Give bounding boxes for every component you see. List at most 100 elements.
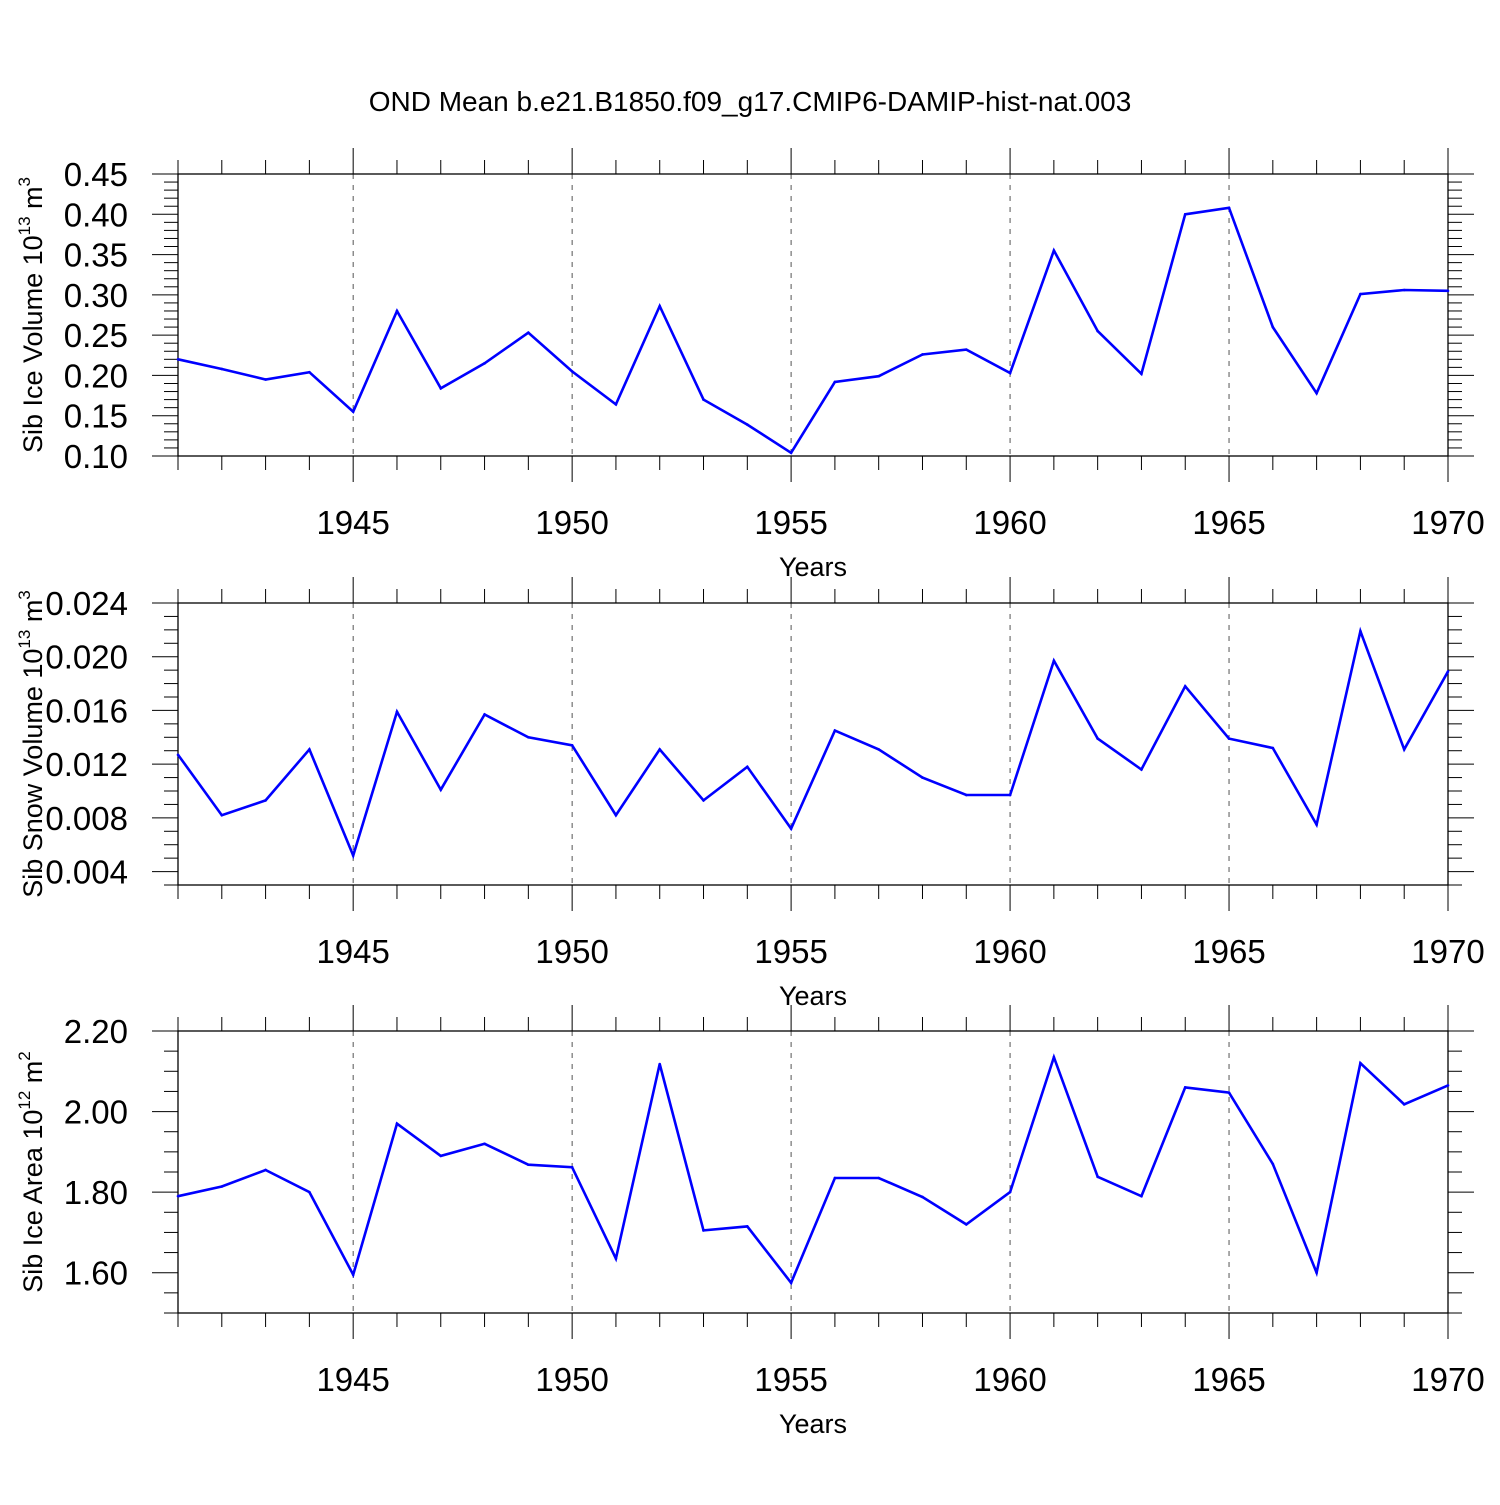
- data-point-ice-volume-1955: [789, 451, 793, 455]
- y-tick-label-0.45: 0.45: [64, 156, 128, 193]
- panel-ice-volume: 1945 1950 1955 1960 1965 1970 Years 0.100.15 0.2…: [15, 148, 1485, 582]
- data-point-ice-volume-1965: [1227, 206, 1231, 210]
- data-point-snow-volume-1956: [833, 729, 837, 732]
- data-point-snow-volume-1955: [789, 827, 793, 830]
- data-point-ice-volume-1958: [921, 353, 924, 356]
- x-tick-label-1955: 1955: [754, 504, 827, 541]
- y-tick-label-0.20: 0.20: [64, 357, 128, 394]
- data-point-ice-area-1957: [877, 1176, 880, 1180]
- panel-ice-area: 1945 1950 1955 1960 1965 1970 Years 1.60 1.80 2.0…: [15, 1005, 1485, 1439]
- data-point-snow-volume-1946: [395, 710, 399, 714]
- data-point-ice-volume-1969: [1402, 288, 1406, 292]
- data-point-ice-area-1965: [1227, 1091, 1231, 1094]
- data-point-ice-area-1952: [658, 1062, 662, 1066]
- data-point-snow-volume-1966: [1271, 746, 1275, 750]
- data-point-ice-area-1968: [1359, 1061, 1362, 1065]
- figure-title: OND Mean b.e21.B1850.f09_g17.CMIP6-DAMIP…: [369, 86, 1132, 117]
- data-point-ice-volume-1957: [877, 374, 880, 378]
- data-point-ice-area-1960: [1008, 1190, 1012, 1194]
- y-tick-label-0.024: 0.024: [45, 585, 128, 622]
- y-axis-label: Sib Ice Area 1012 m2: [15, 1051, 48, 1293]
- y-tick-label-1.60: 1.60: [64, 1255, 128, 1292]
- data-point-ice-volume-1952: [658, 304, 662, 308]
- data-point-snow-volume-1963: [1140, 768, 1143, 771]
- data-point-ice-area-1955: [789, 1281, 793, 1285]
- y-tick-label-0.004: 0.004: [45, 854, 128, 891]
- data-point-ice-volume-1961: [1052, 249, 1056, 252]
- x-tick-label-1950: 1950: [535, 504, 608, 541]
- x-tick-label-1965: 1965: [1192, 933, 1265, 970]
- data-point-snow-volume-1968: [1359, 629, 1362, 633]
- data-point-ice-volume-1963: [1140, 372, 1143, 376]
- y-axis-label: Sib Snow Volume 1013 m3: [15, 590, 48, 898]
- data-point-snow-volume-1957: [877, 748, 880, 751]
- data-point-ice-area-1970: [1446, 1084, 1450, 1087]
- data-point-ice-area-1958: [921, 1195, 924, 1199]
- series-line-ice-area: [177, 1053, 1449, 1286]
- data-point-snow-volume-1965: [1227, 737, 1231, 740]
- data-point-ice-volume-1966: [1271, 325, 1275, 329]
- data-point-ice-volume-1951: [614, 403, 618, 406]
- data-point-ice-volume-1960: [1008, 371, 1012, 375]
- data-point-ice-area-1946: [395, 1122, 399, 1125]
- plot-frame: [177, 173, 1449, 457]
- data-point-snow-volume-1961: [1052, 659, 1056, 663]
- x-tick-label-1950: 1950: [535, 933, 608, 970]
- data-point-ice-area-1966: [1271, 1162, 1275, 1166]
- data-point-ice-volume-1942: [220, 367, 224, 371]
- x-tick-label-1970: 1970: [1411, 1361, 1484, 1398]
- data-point-snow-volume-1960: [1008, 793, 1012, 797]
- data-point-ice-volume-1948: [483, 362, 486, 365]
- data-point-ice-volume-1959: [964, 348, 968, 351]
- data-point-ice-volume-1944: [308, 370, 311, 374]
- x-tick-label-1945: 1945: [316, 504, 389, 541]
- data-point-ice-area-1961: [1052, 1055, 1056, 1059]
- data-point-ice-area-1944: [308, 1190, 311, 1194]
- x-tick-label-1960: 1960: [973, 933, 1046, 970]
- series-line-snow-volume: [176, 626, 1450, 860]
- data-point-snow-volume-1953: [702, 799, 705, 802]
- y-tick-label-0.008: 0.008: [45, 800, 128, 837]
- data-point-snow-volume-1942: [220, 813, 224, 817]
- x-axis-label: Years: [779, 1409, 847, 1439]
- x-axis-label: Years: [779, 981, 847, 1011]
- x-tick-label-1955: 1955: [754, 1361, 827, 1398]
- data-point-ice-area-1967: [1315, 1271, 1318, 1275]
- data-point-ice-area-1949: [527, 1163, 530, 1167]
- data-point-ice-area-1945: [351, 1273, 355, 1277]
- data-point-ice-area-1963: [1140, 1194, 1143, 1198]
- data-point-ice-volume-1950: [570, 370, 574, 373]
- data-point-ice-area-1947: [439, 1154, 443, 1158]
- data-point-snow-volume-1952: [658, 748, 662, 751]
- x-tick-label-1970: 1970: [1411, 504, 1484, 541]
- data-point-ice-area-1953: [702, 1229, 705, 1232]
- x-tick-label-1960: 1960: [973, 1361, 1046, 1398]
- data-point-ice-volume-1941: [176, 358, 180, 361]
- data-point-snow-volume-1969: [1402, 748, 1406, 751]
- data-point-ice-area-1956: [833, 1176, 837, 1180]
- y-tick-label-0.30: 0.30: [64, 277, 128, 314]
- data-point-ice-volume-1945: [351, 410, 355, 413]
- data-point-ice-area-1941: [176, 1194, 180, 1198]
- data-point-ice-area-1954: [746, 1225, 749, 1228]
- data-point-snow-volume-1950: [570, 744, 574, 747]
- x-tick-label-1965: 1965: [1192, 1361, 1265, 1398]
- data-point-snow-volume-1954: [746, 765, 749, 769]
- data-point-ice-volume-1947: [439, 387, 443, 390]
- y-tick-label-0.15: 0.15: [64, 398, 128, 435]
- data-point-ice-volume-1943: [264, 378, 267, 381]
- data-point-snow-volume-1949: [527, 735, 530, 739]
- data-point-snow-volume-1959: [964, 793, 968, 797]
- data-point-ice-volume-1962: [1096, 329, 1099, 333]
- x-tick-label-1970: 1970: [1411, 933, 1484, 970]
- data-point-ice-volume-1956: [833, 380, 837, 384]
- data-point-ice-area-1948: [483, 1142, 486, 1146]
- data-point-ice-area-1969: [1402, 1103, 1406, 1106]
- x-tick-label-1955: 1955: [754, 933, 827, 970]
- x-tick-label-1945: 1945: [316, 1361, 389, 1398]
- y-axis-label: Sib Ice Volume 1013 m3: [15, 177, 48, 453]
- y-tick-label-0.10: 0.10: [64, 438, 128, 475]
- data-point-ice-volume-1954: [746, 423, 749, 426]
- x-tick-label-1965: 1965: [1192, 504, 1265, 541]
